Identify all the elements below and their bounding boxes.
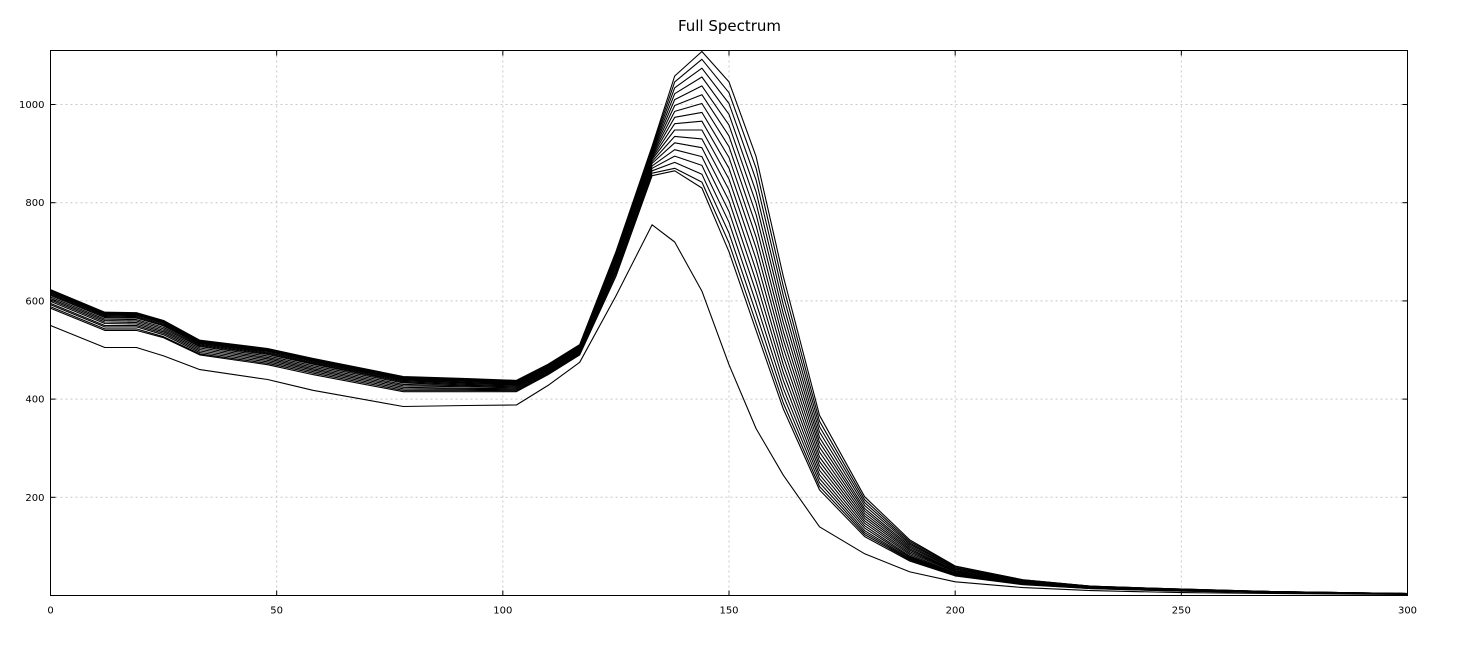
chart-title: Full Spectrum xyxy=(678,17,781,35)
y-tick-label: 400 xyxy=(25,395,44,406)
x-tick-label: 0 xyxy=(47,606,53,617)
plot-frame xyxy=(50,50,1408,596)
grid xyxy=(50,50,1408,596)
series-line xyxy=(50,50,1408,595)
y-tick-label: 1000 xyxy=(19,100,44,111)
x-tick-label: 150 xyxy=(719,606,738,617)
x-tick-label: 50 xyxy=(270,606,283,617)
series-line xyxy=(50,135,1408,595)
y-tick-label: 200 xyxy=(25,493,44,504)
x-tick-label: 250 xyxy=(1172,606,1191,617)
x-tick-label: 300 xyxy=(1398,606,1417,617)
y-tick-label: 600 xyxy=(25,296,44,307)
y-tick-label: 800 xyxy=(25,198,44,209)
series-line xyxy=(50,155,1408,595)
x-tick-label: 100 xyxy=(493,606,512,617)
x-tick-label: 200 xyxy=(946,606,965,617)
series-group xyxy=(50,50,1408,596)
series-line xyxy=(50,224,1408,596)
